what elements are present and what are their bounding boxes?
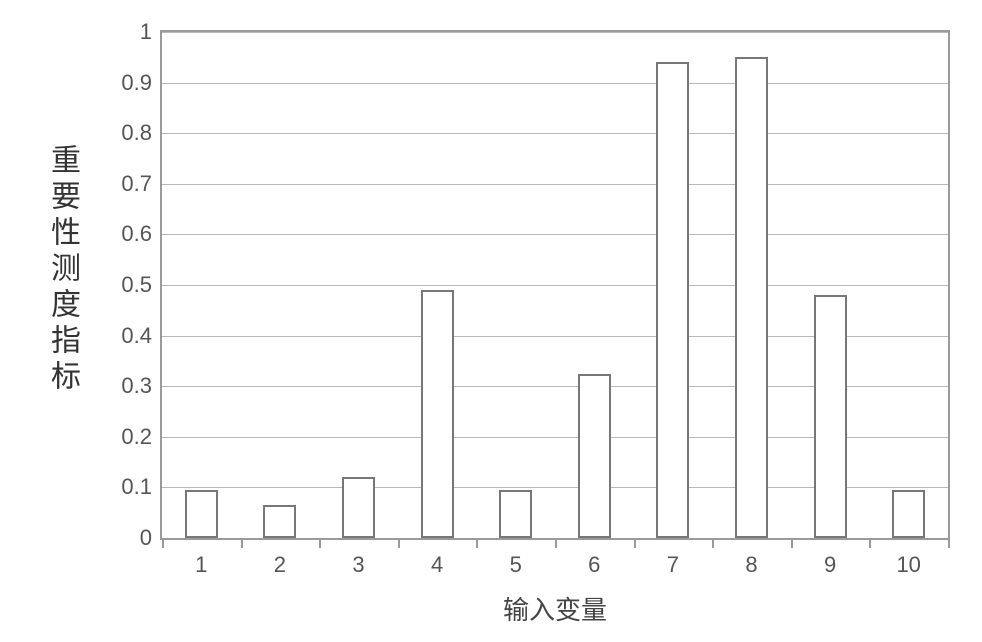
x-tick	[241, 538, 243, 548]
y-tick-label: 1	[140, 19, 152, 45]
gridline	[162, 285, 948, 286]
y-tick-label: 0.5	[121, 272, 152, 298]
plot-area: 00.10.20.30.40.50.60.70.80.9112345678910	[160, 30, 950, 540]
y-tick-label: 0.6	[121, 221, 152, 247]
bar	[892, 490, 925, 538]
x-tick	[634, 538, 636, 548]
gridline	[162, 32, 948, 33]
gridline	[162, 234, 948, 235]
x-tick-label: 2	[274, 552, 286, 578]
bar	[421, 290, 454, 538]
x-tick	[476, 538, 478, 548]
bar	[342, 477, 375, 538]
x-tick	[791, 538, 793, 548]
y-tick-label: 0.4	[121, 323, 152, 349]
y-tick-label: 0.1	[121, 474, 152, 500]
x-tick-label: 5	[510, 552, 522, 578]
y-tick-label: 0.3	[121, 373, 152, 399]
chart-container: 重要性测度指标 00.10.20.30.40.50.60.70.80.91123…	[40, 20, 960, 620]
x-tick-label: 8	[745, 552, 757, 578]
gridline	[162, 184, 948, 185]
y-tick-label: 0.8	[121, 120, 152, 146]
plot-outer: 00.10.20.30.40.50.60.70.80.9112345678910…	[160, 30, 950, 540]
gridline	[162, 83, 948, 84]
bar	[735, 57, 768, 538]
x-tick	[398, 538, 400, 548]
bar	[656, 62, 689, 538]
x-tick	[555, 538, 557, 548]
x-tick-label: 9	[824, 552, 836, 578]
x-tick-label: 6	[588, 552, 600, 578]
x-tick	[948, 538, 950, 548]
x-tick-label: 10	[896, 552, 920, 578]
x-tick	[712, 538, 714, 548]
y-tick-label: 0	[140, 525, 152, 551]
bar	[578, 374, 611, 538]
y-tick-label: 0.9	[121, 70, 152, 96]
x-tick-label: 1	[195, 552, 207, 578]
bar	[499, 490, 532, 538]
gridline	[162, 133, 948, 134]
bar	[814, 295, 847, 538]
x-axis-label: 输入变量	[503, 590, 607, 627]
y-tick-label: 0.7	[121, 171, 152, 197]
bar	[263, 505, 296, 538]
x-tick-label: 4	[431, 552, 443, 578]
x-tick	[869, 538, 871, 548]
y-axis-label: 重要性测度指标	[48, 140, 84, 400]
x-tick	[319, 538, 321, 548]
x-tick-label: 7	[667, 552, 679, 578]
x-tick-label: 3	[352, 552, 364, 578]
y-tick-label: 0.2	[121, 424, 152, 450]
bar	[185, 490, 218, 538]
x-tick	[162, 538, 164, 548]
